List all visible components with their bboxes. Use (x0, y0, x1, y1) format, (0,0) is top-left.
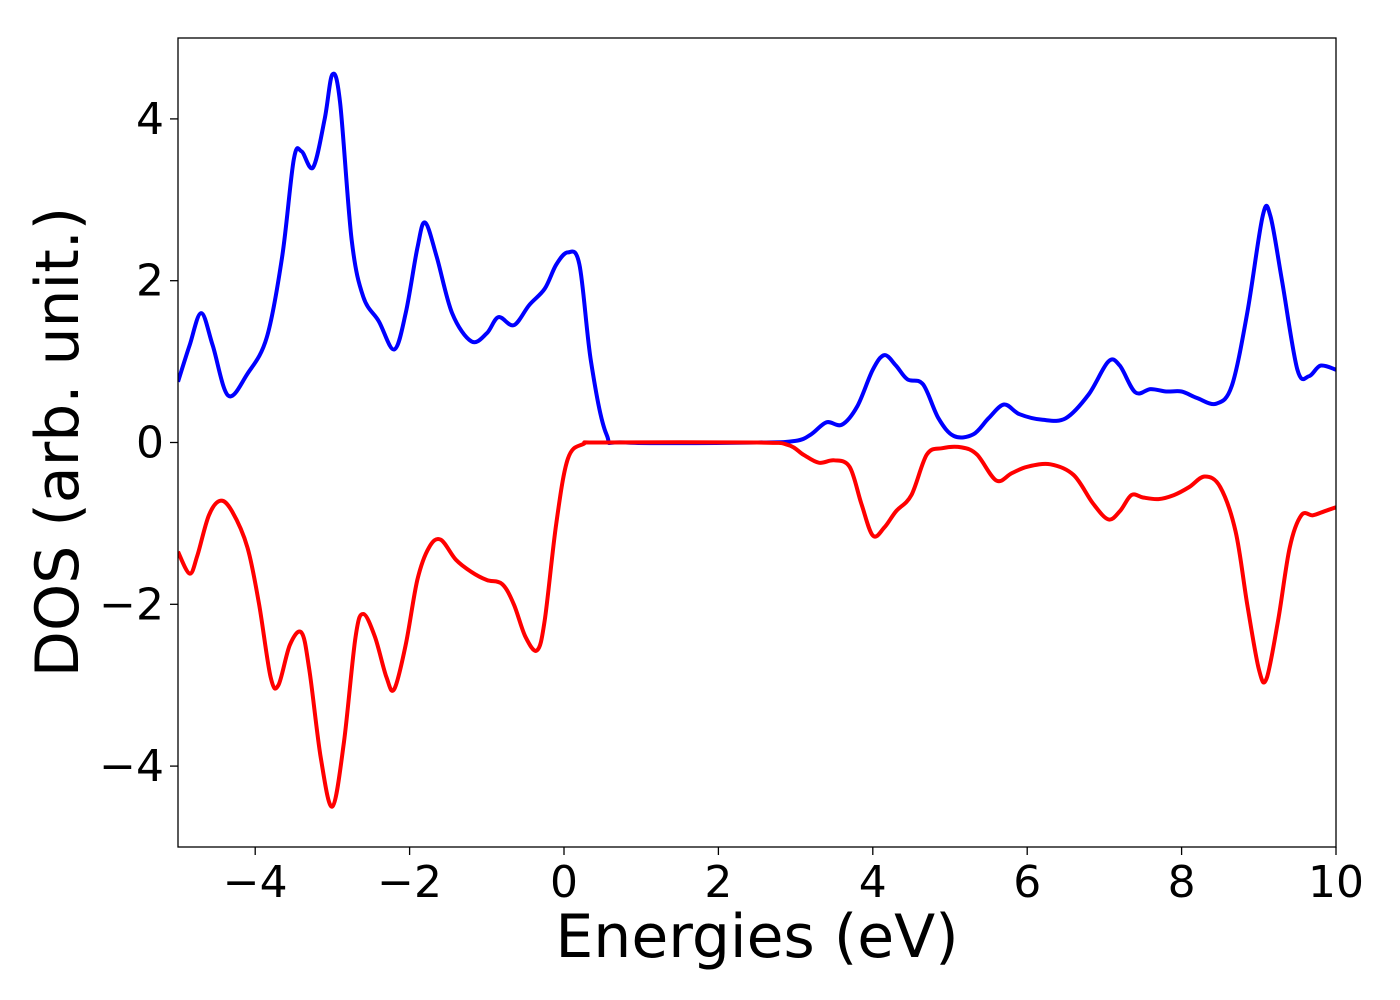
y-axis-title: DOS (arb. unit.) (23, 207, 93, 677)
x-axis-ticks: −4 −2 0 2 4 6 8 10 (223, 847, 1364, 908)
y-tick-label: −4 (99, 741, 164, 792)
x-axis-title: Energies (eV) (555, 902, 958, 972)
x-tick-label: 0 (550, 857, 578, 908)
y-tick-label: 4 (136, 94, 164, 145)
x-tick-label: −2 (377, 857, 442, 908)
x-tick-label: 8 (1168, 857, 1196, 908)
y-tick-label: −2 (99, 579, 164, 630)
y-tick-label: 2 (136, 256, 164, 307)
x-tick-label: −4 (223, 857, 288, 908)
series-layer (178, 71, 1336, 809)
y-axis-ticks: −4 −2 0 2 4 (99, 94, 178, 792)
series-line-2 (178, 440, 1336, 809)
x-tick-label: 10 (1308, 857, 1364, 908)
x-tick-label: 6 (1013, 857, 1041, 908)
x-tick-label: 4 (859, 857, 887, 908)
y-tick-label: 0 (136, 418, 164, 469)
x-tick-label: 2 (704, 857, 732, 908)
